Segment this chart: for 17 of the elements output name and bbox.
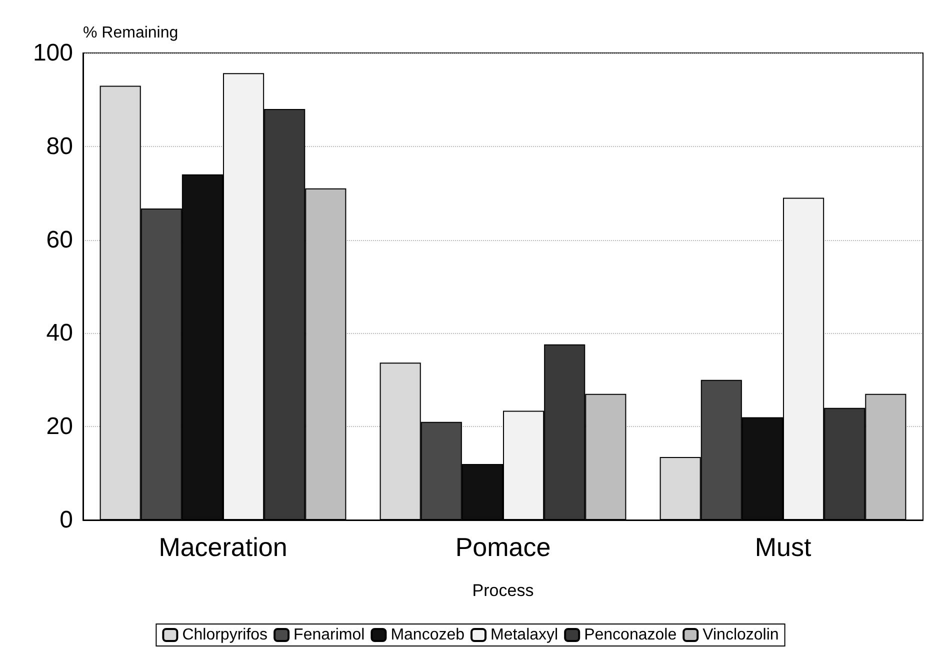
legend-label: Metalaxyl xyxy=(490,626,558,644)
y-axis-title: % Remaining xyxy=(83,24,178,42)
x-tick-label: Must xyxy=(754,532,812,562)
legend-label: Chlorpyrifos xyxy=(182,626,268,644)
y-tick-label: 40 xyxy=(46,320,73,347)
legend-label: Vinclozolin xyxy=(702,626,779,644)
legend-label: Penconazole xyxy=(584,626,677,644)
y-tick-label: 20 xyxy=(46,413,73,440)
y-tick-label: 80 xyxy=(46,132,73,160)
x-tick-label: Maceration xyxy=(158,532,288,562)
legend-label: Fenarimol xyxy=(294,626,365,644)
y-tick-label: 0 xyxy=(60,506,73,534)
y-tick-label: 100 xyxy=(32,40,73,66)
y-tick-label: 60 xyxy=(46,226,73,254)
x-axis-title: Process xyxy=(472,581,534,600)
x-tick-label: Pomace xyxy=(455,532,551,562)
legend-label: Mancozeb xyxy=(390,626,465,644)
